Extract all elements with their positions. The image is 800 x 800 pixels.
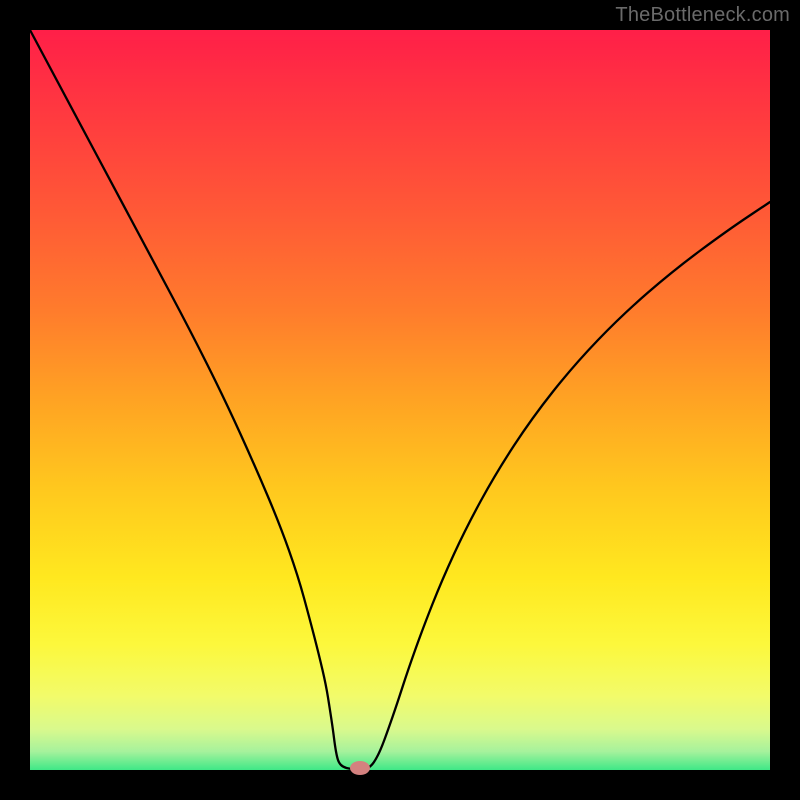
plot-area bbox=[30, 30, 770, 770]
canvas: TheBottleneck.com bbox=[0, 0, 800, 800]
watermark-text: TheBottleneck.com bbox=[615, 4, 790, 27]
optimal-point-marker bbox=[350, 761, 370, 775]
curve-layer bbox=[30, 30, 770, 770]
bottleneck-curve bbox=[30, 30, 770, 769]
